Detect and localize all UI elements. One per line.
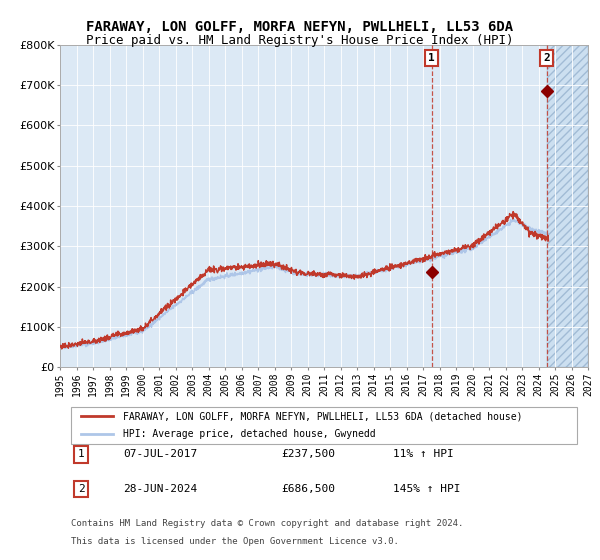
Text: 2: 2 [543, 53, 550, 63]
Bar [547, 45, 588, 367]
Text: Price paid vs. HM Land Registry's House Price Index (HPI): Price paid vs. HM Land Registry's House … [86, 34, 514, 46]
Text: £686,500: £686,500 [282, 484, 336, 494]
Text: 11% ↑ HPI: 11% ↑ HPI [392, 450, 454, 459]
Text: 2: 2 [78, 484, 85, 494]
Text: 07-JUL-2017: 07-JUL-2017 [124, 450, 197, 459]
Text: 28-JUN-2024: 28-JUN-2024 [124, 484, 197, 494]
Text: 1: 1 [78, 450, 85, 459]
Text: HPI: Average price, detached house, Gwynedd: HPI: Average price, detached house, Gwyn… [124, 430, 376, 440]
Text: FARAWAY, LON GOLFF, MORFA NEFYN, PWLLHELI, LL53 6DA: FARAWAY, LON GOLFF, MORFA NEFYN, PWLLHEL… [86, 20, 514, 34]
Text: This data is licensed under the Open Government Licence v3.0.: This data is licensed under the Open Gov… [71, 537, 398, 546]
Text: 1: 1 [428, 53, 435, 63]
Text: 145% ↑ HPI: 145% ↑ HPI [392, 484, 460, 494]
FancyBboxPatch shape [71, 407, 577, 444]
Text: Contains HM Land Registry data © Crown copyright and database right 2024.: Contains HM Land Registry data © Crown c… [71, 519, 463, 528]
Bar [547, 45, 588, 367]
Text: FARAWAY, LON GOLFF, MORFA NEFYN, PWLLHELI, LL53 6DA (detached house): FARAWAY, LON GOLFF, MORFA NEFYN, PWLLHEL… [124, 412, 523, 421]
Text: £237,500: £237,500 [282, 450, 336, 459]
